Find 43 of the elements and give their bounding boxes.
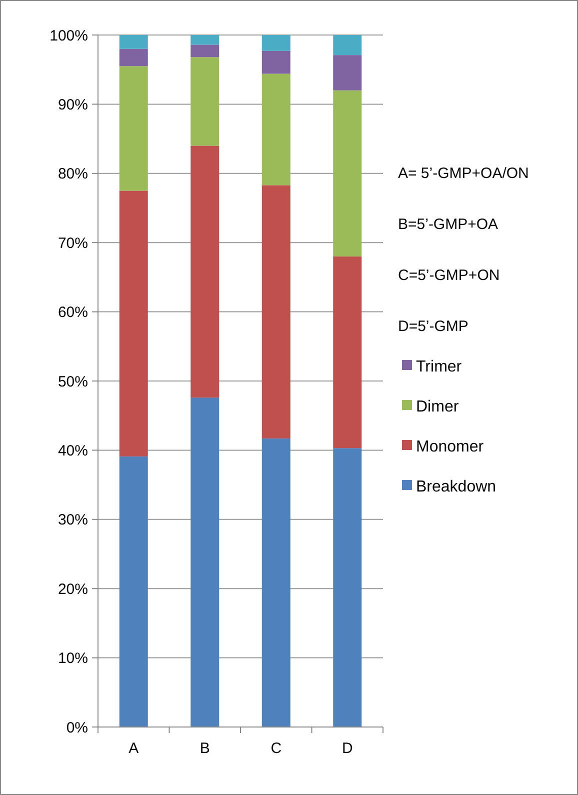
bar xyxy=(262,35,290,51)
bar xyxy=(190,398,220,727)
bar xyxy=(119,190,148,456)
legend-label: Trimer xyxy=(416,358,462,376)
x-tick-label: A xyxy=(128,740,139,757)
y-tick-label: 90% xyxy=(58,96,88,114)
bar xyxy=(333,55,362,90)
legend-label: Breakdown xyxy=(416,478,496,496)
bar xyxy=(262,74,290,186)
bar xyxy=(262,185,290,438)
bar xyxy=(190,35,220,45)
bar xyxy=(262,438,290,727)
y-tick-label: 70% xyxy=(58,234,88,252)
y-tick-label: 50% xyxy=(58,373,88,390)
bar xyxy=(333,448,362,727)
bar xyxy=(119,48,148,66)
x-tick-label: B xyxy=(200,740,210,757)
y-tick-label: 20% xyxy=(58,580,88,598)
text: A= 5’-GMP+OA/ON xyxy=(398,165,529,182)
text: D=5’-GMP xyxy=(398,318,468,335)
text: C=5’-GMP+ON xyxy=(398,267,500,284)
y-tick-label: 30% xyxy=(58,512,88,529)
y-tick-label: 100% xyxy=(50,27,88,44)
x-tick-label: D xyxy=(342,740,353,757)
bar xyxy=(119,35,148,49)
bar xyxy=(190,57,220,146)
y-tick-label: 10% xyxy=(58,650,88,668)
y-tick-label: 40% xyxy=(58,442,88,460)
legend-label: Monomer xyxy=(416,438,484,456)
bar xyxy=(333,90,362,256)
bar xyxy=(333,256,362,448)
bar xyxy=(333,35,362,56)
y-tick-label: 80% xyxy=(58,166,88,183)
bar xyxy=(190,44,220,58)
y-tick-label: 0% xyxy=(66,719,88,736)
bar xyxy=(190,146,220,398)
bar xyxy=(119,66,148,191)
text: B=5’-GMP+OA xyxy=(398,216,498,233)
legend-label: Dimer xyxy=(416,398,460,416)
x-tick-label: C xyxy=(270,740,282,757)
bar xyxy=(119,456,148,727)
y-tick-label: 60% xyxy=(58,304,88,322)
bar xyxy=(262,50,290,74)
